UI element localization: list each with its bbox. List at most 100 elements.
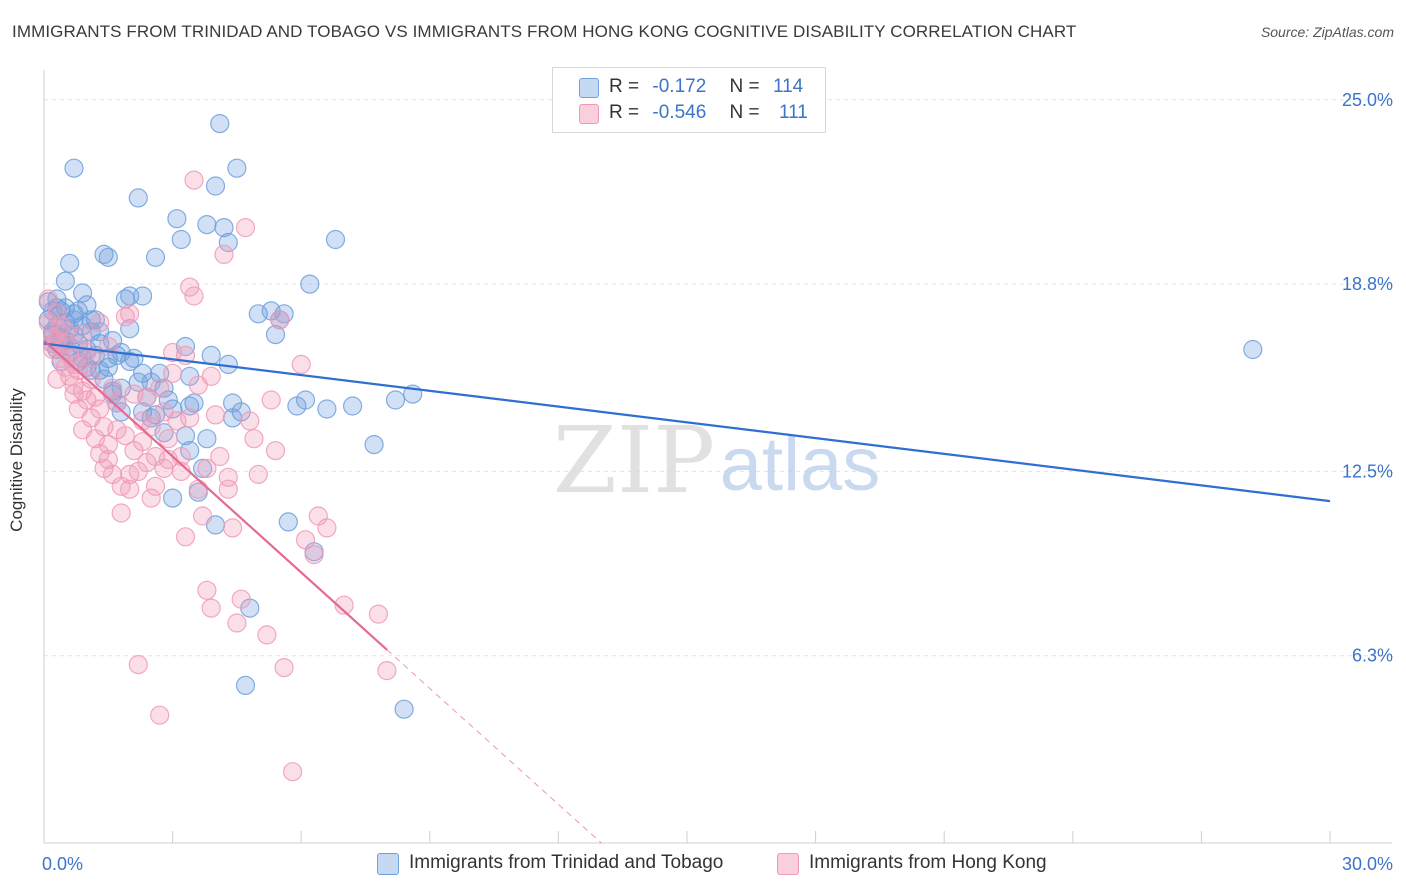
trinidad-point-71 <box>201 345 221 365</box>
trinidad-trend-line <box>43 342 1331 503</box>
trend-lines <box>43 339 1331 844</box>
legend-label-trinidad: Immigrants from Trinidad and Tobago <box>409 852 724 873</box>
trinidad-point-85 <box>265 325 286 345</box>
legend-swatch-hongkong <box>777 853 799 875</box>
trinidad-point-31 <box>60 253 80 273</box>
r-label: R = <box>609 76 640 97</box>
hongkong-point-65 <box>180 408 200 428</box>
hongkong-point-45 <box>133 432 153 452</box>
hongkong-point-73 <box>201 366 221 386</box>
hongkong-point-76 <box>210 446 230 467</box>
trinidad-point-60 <box>163 488 183 508</box>
hongkong-point-51 <box>145 476 166 496</box>
hongkong-point-74 <box>201 598 221 618</box>
trinidad-point-96 <box>364 435 384 455</box>
trinidad-point-98 <box>394 699 414 719</box>
hongkong-point-67 <box>184 170 204 190</box>
axes <box>43 70 1392 844</box>
hongkong-trend-line <box>43 339 388 651</box>
trinidad-point-75 <box>214 218 234 238</box>
trinidad-point-74 <box>210 113 230 134</box>
hongkong-point-83 <box>235 218 256 238</box>
hongkong-point-4 <box>47 304 67 324</box>
hongkong-point-105 <box>72 420 93 440</box>
trinidad-point-69 <box>193 458 213 478</box>
hongkong-point-35 <box>111 503 131 523</box>
hongkong-point-43 <box>128 654 148 675</box>
hongkong-point-52 <box>150 705 170 725</box>
trinidad-point-94 <box>325 229 346 250</box>
hongkong-point-70 <box>193 506 213 526</box>
trinidad-point-39 <box>98 247 118 267</box>
x-tick-label-1: 30.0% <box>1342 854 1393 874</box>
hongkong-point-82 <box>231 589 251 609</box>
hongkong-point-90 <box>270 310 290 330</box>
trinidad-point-46 <box>120 319 140 339</box>
trinidad-point-57 <box>154 378 174 398</box>
hongkong-point-104 <box>64 384 84 404</box>
n-value: 114 <box>772 76 804 97</box>
trinidad-point-77 <box>218 232 238 253</box>
hongkong-point-0 <box>38 289 58 309</box>
trinidad-point-55 <box>145 247 166 267</box>
trinidad-point-34 <box>72 283 93 303</box>
trinidad-point-91 <box>300 274 320 294</box>
hongkong-point-80 <box>223 518 243 538</box>
trinidad-point-88 <box>278 512 298 532</box>
trinidad-point-49 <box>133 286 153 306</box>
hongkong-point-36 <box>115 426 136 446</box>
legend-swatch-hongkong <box>579 104 599 124</box>
hongkong-point-29 <box>98 435 118 455</box>
y-tick-label-0: 6.3% <box>1352 646 1393 666</box>
trinidad-point-79 <box>227 158 247 178</box>
legend-label-hongkong: Immigrants from Hong Kong <box>809 852 1047 873</box>
hongkong-point-94 <box>295 530 316 550</box>
hongkong-point-100 <box>377 660 397 681</box>
hongkong-point-109 <box>120 304 140 324</box>
hongkong-point-110 <box>150 378 170 398</box>
hongkong-point-84 <box>240 411 260 431</box>
hongkong-point-87 <box>257 625 277 645</box>
x-tick-label-0: 0.0% <box>42 854 83 874</box>
trinidad-point-90 <box>295 390 316 410</box>
hongkong-point-88 <box>261 390 281 410</box>
n-label: N = <box>729 76 760 97</box>
series-legend: Immigrants from Trinidad and Tobago Immi… <box>0 850 1406 880</box>
legend-swatch-trinidad <box>579 78 599 98</box>
hongkong-point-75 <box>205 405 226 425</box>
hongkong-point-57 <box>163 363 183 383</box>
hongkong-point-28 <box>98 449 118 470</box>
trinidad-point-93 <box>317 399 337 419</box>
hongkong-point-99 <box>368 604 388 624</box>
hongkong-point-107 <box>90 313 110 333</box>
trinidad-point-61 <box>167 209 187 229</box>
source-credit: Source: ZipAtlas.com <box>1260 24 1394 40</box>
hongkong-point-38 <box>120 479 140 499</box>
trinidad-point-81 <box>235 675 256 696</box>
hongkong-point-21 <box>81 369 101 389</box>
hongkong-point-48 <box>141 488 161 508</box>
hongkong-point-16 <box>72 325 93 345</box>
trinidad-point-113 <box>133 363 153 383</box>
hongkong-point-103 <box>55 322 76 342</box>
hongkong-point-95 <box>304 544 324 565</box>
hongkong-point-79 <box>218 467 238 487</box>
hongkong-point-66 <box>184 286 204 306</box>
trinidad-point-119 <box>1243 339 1263 360</box>
gridlines <box>44 99 1392 657</box>
hongkong-point-86 <box>248 464 268 484</box>
hongkong-point-93 <box>291 354 311 374</box>
hongkong-point-55 <box>158 429 178 449</box>
hongkong-point-81 <box>227 613 247 633</box>
chart-title: IMMIGRANTS FROM TRINIDAD AND TOBAGO VS I… <box>12 22 1077 41</box>
trinidad-point-48 <box>128 188 148 208</box>
r-label: R = <box>609 102 640 123</box>
legend-swatch-trinidad <box>377 853 399 875</box>
watermark-atlas: atlas <box>720 422 881 507</box>
hongkong-point-68 <box>188 479 208 499</box>
n-label: N = <box>729 102 760 123</box>
hongkong-point-92 <box>283 762 303 782</box>
trinidad-point-35 <box>77 295 97 315</box>
hongkong-trend-extension <box>386 649 602 844</box>
